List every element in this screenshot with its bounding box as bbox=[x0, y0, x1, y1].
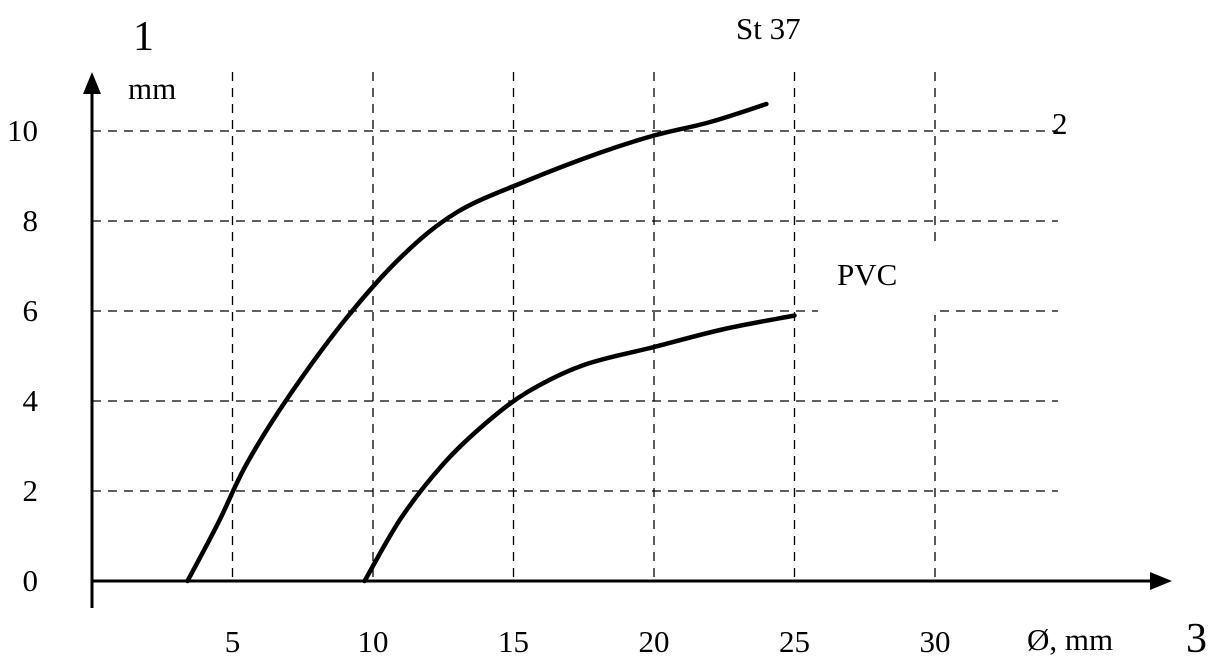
y-axis-label: mm bbox=[128, 71, 176, 106]
series-label-st37: St 37 bbox=[736, 11, 801, 46]
x-tick-label-25: 25 bbox=[779, 624, 810, 659]
x-tick-label-15: 15 bbox=[498, 624, 529, 659]
x-axis-arrow bbox=[1150, 572, 1172, 590]
grid bbox=[92, 72, 1058, 581]
series-line-1 bbox=[362, 313, 797, 584]
marker-2: 2 bbox=[1052, 106, 1068, 141]
y-tick-label-10: 10 bbox=[7, 113, 38, 148]
y-axis-arrow bbox=[83, 72, 101, 94]
y-tick-label-6: 6 bbox=[23, 293, 39, 328]
y-tick-label-4: 4 bbox=[23, 383, 39, 418]
x-tick-label-10: 10 bbox=[358, 624, 389, 659]
x-tick-label-30: 30 bbox=[920, 624, 951, 659]
y-tick-labels: 0 2 4 6 8 10 bbox=[7, 113, 39, 598]
y-tick-label-0: 0 bbox=[23, 563, 39, 598]
y-tick-label-2: 2 bbox=[23, 473, 39, 508]
x-tick-label-5: 5 bbox=[225, 624, 241, 659]
x-axis-label: Ø, mm bbox=[1027, 622, 1113, 657]
marker-3: 3 bbox=[1186, 616, 1207, 659]
series-line-0 bbox=[185, 101, 769, 584]
marker-1: 1 bbox=[133, 14, 154, 60]
series-label-pvc: PVC bbox=[837, 257, 897, 292]
x-tick-label-20: 20 bbox=[639, 624, 670, 659]
x-tick-labels: 5 10 15 20 25 30 bbox=[225, 624, 951, 659]
curves bbox=[185, 101, 797, 584]
y-tick-label-8: 8 bbox=[23, 203, 39, 238]
pvc-label-background bbox=[818, 245, 936, 315]
